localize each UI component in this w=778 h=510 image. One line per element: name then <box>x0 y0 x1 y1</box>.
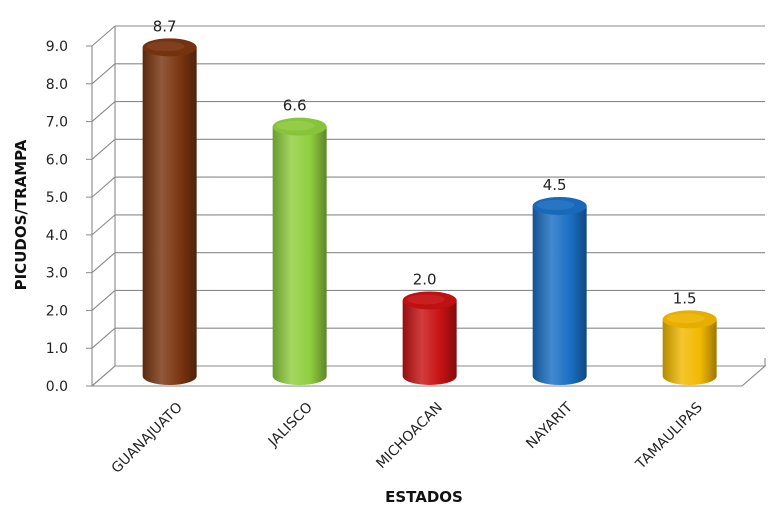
y-tick-label: 9.0 <box>46 39 68 55</box>
bar-body <box>272 126 327 386</box>
data-label: 2.0 <box>413 270 437 288</box>
axes <box>86 26 767 387</box>
data-label: 6.6 <box>283 97 307 115</box>
bar-guanajuato <box>142 38 197 385</box>
bar-top-highlight <box>666 313 705 324</box>
bar-body <box>532 206 587 385</box>
y-tick-label: 5.0 <box>46 190 68 206</box>
bars <box>142 38 717 386</box>
bar-tamaulipas <box>662 310 717 385</box>
y-tick-label: 1.0 <box>46 341 68 357</box>
y-tick-label: 8.0 <box>46 77 68 93</box>
data-label: 4.5 <box>543 176 567 194</box>
y-tick-label: 0.0 <box>46 379 68 395</box>
x-tick-label: JALISCO <box>265 400 316 451</box>
data-label: 1.5 <box>673 289 697 307</box>
x-tick-label: TAMAULIPAS <box>632 399 706 473</box>
data-label: 8.7 <box>153 17 177 35</box>
y-tick-label: 4.0 <box>46 228 68 244</box>
bar-nayarit <box>532 197 587 385</box>
bar-top-highlight <box>536 200 575 210</box>
y-tick-label: 2.0 <box>46 303 68 319</box>
y-tick-label: 3.0 <box>46 266 68 282</box>
bar-jalisco <box>272 117 327 386</box>
bar-top-highlight <box>406 294 445 305</box>
x-axis-title: ESTADOS <box>385 488 463 506</box>
bar-body <box>402 300 457 385</box>
x-tick-label: GUANAJUATO <box>109 400 186 477</box>
x-tick-label: NAYARIT <box>523 399 576 452</box>
y-tick-label: 6.0 <box>46 152 68 168</box>
x-tick-label: MICHOACAN <box>373 400 445 472</box>
bar-body <box>662 319 717 385</box>
y-tick-label: 7.0 <box>46 115 68 131</box>
y-axis-title: PICUDOS/TRAMPA <box>12 139 30 290</box>
bar-body <box>142 47 197 385</box>
bar-michoacan <box>402 291 457 385</box>
bar-top-highlight <box>146 41 185 52</box>
bar-top-highlight <box>276 120 315 131</box>
